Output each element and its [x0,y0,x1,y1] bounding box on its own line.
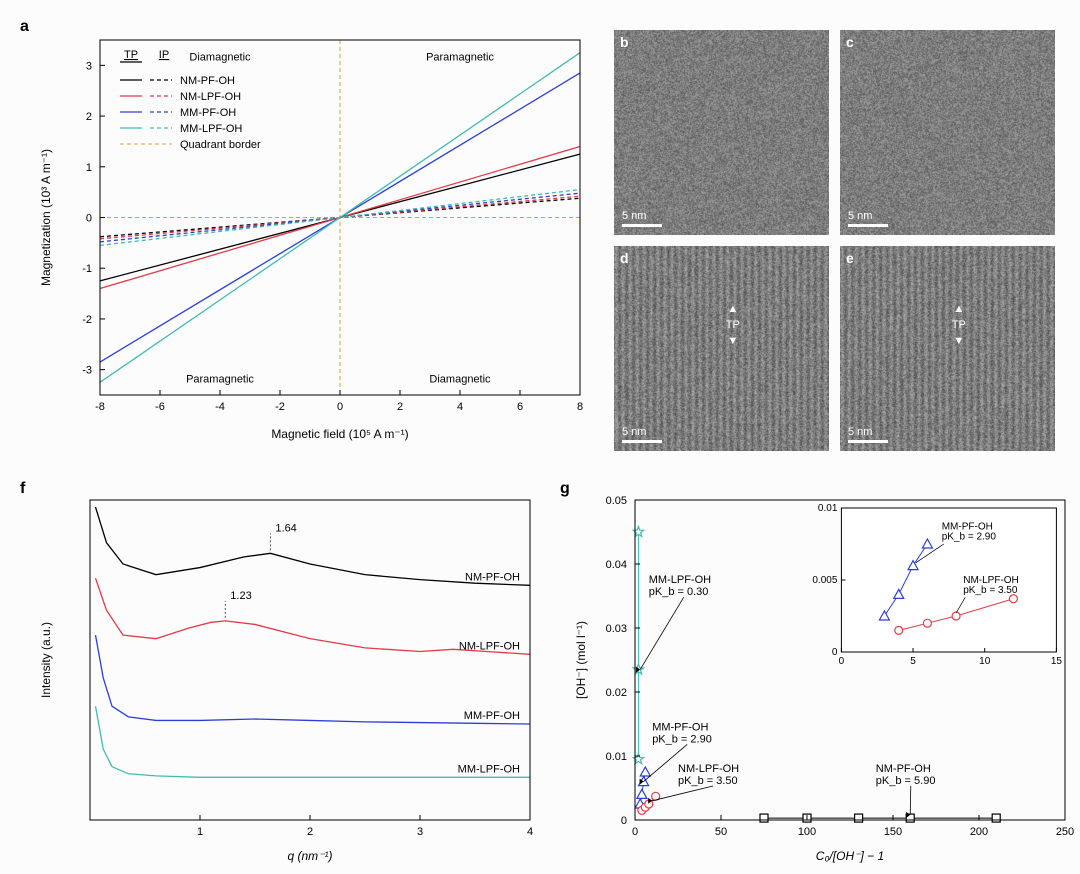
panel-a-chart: -8 -6 -4 -2 0 2 4 6 8 -3 -2 -1 0 1 2 3 Magnetic field (1… [30,20,590,450]
svg-text:Diamagnetic: Diamagnetic [189,51,251,63]
svg-text:2: 2 [397,401,403,413]
scale-bar [848,224,888,227]
svg-text:3: 3 [417,826,423,838]
svg-text:10: 10 [979,656,991,667]
svg-text:Paramagnetic: Paramagnetic [186,374,254,386]
svg-text:q (nm⁻¹): q (nm⁻¹) [288,849,333,863]
svg-text:pK_b = 2.90: pK_b = 2.90 [942,532,997,543]
panel-f-chart: NM-PF-OH NM-LPF-OH MM-PF-OH MM-LPF-OH 1.64 1.… [30,490,540,870]
svg-text:MM-PF-OH: MM-PF-OH [180,107,236,119]
svg-text:TP: TP [124,49,138,61]
svg-text:Magnetic field (10⁵ A m⁻¹): Magnetic field (10⁵ A m⁻¹) [271,427,408,441]
svg-text:50: 50 [715,826,727,838]
svg-text:1: 1 [86,162,92,174]
tp-arrow: ▲TP▼ [726,303,740,347]
svg-text:MM-LPF-OH: MM-LPF-OH [180,123,242,135]
svg-text:Quadrant border: Quadrant border [180,139,261,151]
tem-panel-d: d5 nm▲TP▼ [614,246,829,451]
svg-text:Magnetization (10³ A m⁻¹): Magnetization (10³ A m⁻¹) [39,149,53,286]
svg-text:0: 0 [86,213,92,225]
svg-text:4: 4 [457,401,463,413]
scale-text: 5 nm [622,210,646,222]
svg-text:pK_b = 3.50: pK_b = 3.50 [963,585,1018,596]
svg-text:pK_b = 2.90: pK_b = 2.90 [652,733,712,745]
svg-text:0: 0 [839,656,845,667]
svg-text:0.01: 0.01 [818,503,838,514]
tp-arrow: ▲TP▼ [952,303,966,347]
svg-text:150: 150 [884,826,902,838]
svg-text:-8: -8 [95,401,105,413]
tem-panel-b: b5 nm [614,30,829,235]
svg-text:-4: -4 [215,401,225,413]
svg-text:Diamagnetic: Diamagnetic [429,374,491,386]
svg-text:-2: -2 [82,314,92,326]
svg-text:-1: -1 [82,263,92,275]
svg-text:NM-PF-OH: NM-PF-OH [465,571,520,583]
svg-text:0: 0 [337,401,343,413]
panel-label-a: a [20,18,29,36]
svg-text:1: 1 [197,826,203,838]
svg-text:6: 6 [517,401,523,413]
figure-page: { "panelA": { "label": "a", "xlabel": "M… [0,0,1080,874]
svg-text:pK_b = 5.90: pK_b = 5.90 [876,775,936,787]
svg-text:Intensity (a.u.): Intensity (a.u.) [39,622,53,698]
svg-text:Paramagnetic: Paramagnetic [426,51,494,63]
svg-text:MM-PF-OH: MM-PF-OH [464,710,520,722]
tem-panel-c: c5 nm [840,30,1055,235]
svg-text:0.02: 0.02 [606,687,627,699]
panel-g-chart: 05010015020025000.010.020.030.040.05C₀/[… [565,490,1075,870]
svg-text:3: 3 [86,60,92,72]
svg-text:-6: -6 [155,401,165,413]
svg-text:2: 2 [307,826,313,838]
svg-text:MM-LPF-OH: MM-LPF-OH [649,574,711,586]
svg-text:200: 200 [970,826,988,838]
svg-text:NM-PF-OH: NM-PF-OH [180,75,235,87]
svg-text:2: 2 [86,111,92,123]
svg-text:MM-PF-OH: MM-PF-OH [652,721,708,733]
svg-text:5: 5 [910,656,916,667]
svg-text:pK_b = 3.50: pK_b = 3.50 [678,775,738,787]
svg-text:0.03: 0.03 [606,623,627,635]
svg-text:0: 0 [632,826,638,838]
svg-text:15: 15 [1051,656,1063,667]
svg-text:4: 4 [527,826,533,838]
svg-text:0: 0 [621,815,627,827]
panel-label-f: f [20,480,25,498]
svg-text:pK_b = 0.30: pK_b = 0.30 [649,586,709,598]
scale-bar [622,224,662,227]
svg-text:C₀/[OH⁻] − 1: C₀/[OH⁻] − 1 [816,849,884,863]
scale-text: 5 nm [848,210,872,222]
svg-text:0: 0 [832,647,838,658]
svg-text:-3: -3 [82,365,92,377]
svg-text:MM-LPF-OH: MM-LPF-OH [458,763,520,775]
svg-text:NM-PF-OH: NM-PF-OH [876,763,931,775]
svg-text:NM-LPF-OH: NM-LPF-OH [180,91,241,103]
svg-text:-2: -2 [275,401,285,413]
svg-text:NM-LPF-OH: NM-LPF-OH [678,763,739,775]
svg-text:1.64: 1.64 [275,522,296,534]
svg-text:0.04: 0.04 [606,559,627,571]
scale-text: 5 nm [622,426,646,438]
svg-text:0.05: 0.05 [606,495,627,507]
svg-text:0.005: 0.005 [812,575,837,586]
svg-text:NM-LPF-OH: NM-LPF-OH [459,640,520,652]
svg-text:[OH⁻] (mol l⁻¹): [OH⁻] (mol l⁻¹) [574,621,588,699]
svg-text:250: 250 [1056,826,1074,838]
svg-text:0.01: 0.01 [606,751,627,763]
svg-text:8: 8 [577,401,583,413]
svg-text:IP: IP [159,49,169,61]
scale-text: 5 nm [848,426,872,438]
scale-bar [848,440,888,443]
svg-text:1.23: 1.23 [230,590,251,602]
tem-panel-e: e5 nm▲TP▼ [840,246,1055,451]
svg-text:100: 100 [798,826,816,838]
scale-bar [622,440,662,443]
